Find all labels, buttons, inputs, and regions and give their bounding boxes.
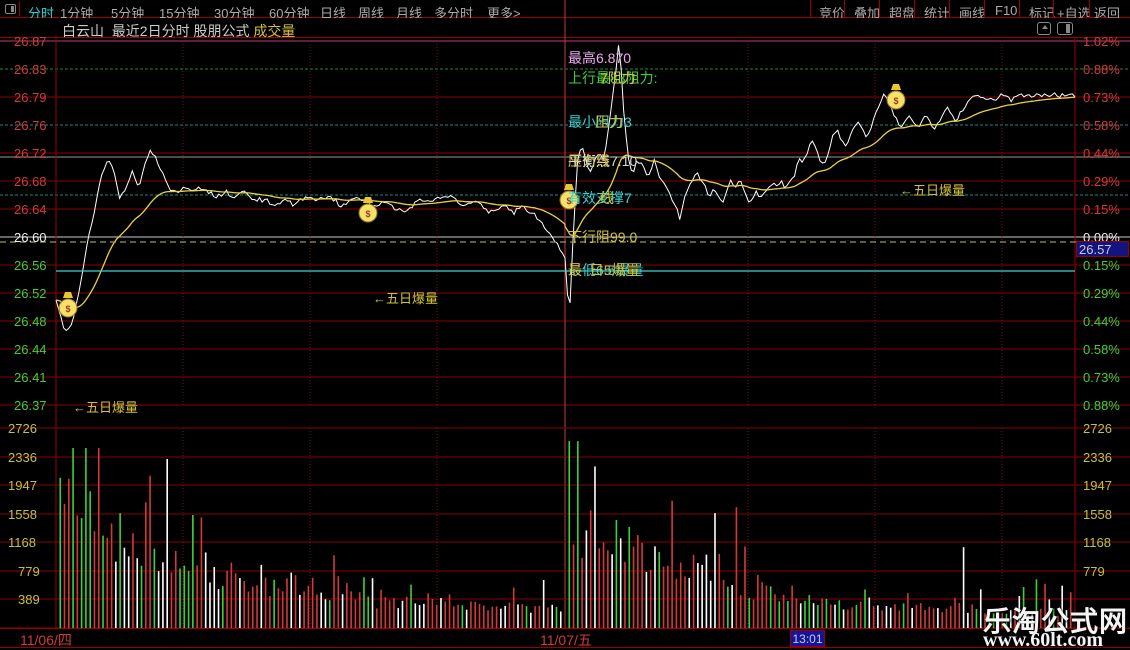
svg-text:$: $: [893, 96, 898, 106]
svg-text:$: $: [365, 209, 370, 219]
svg-text:$: $: [65, 304, 70, 314]
